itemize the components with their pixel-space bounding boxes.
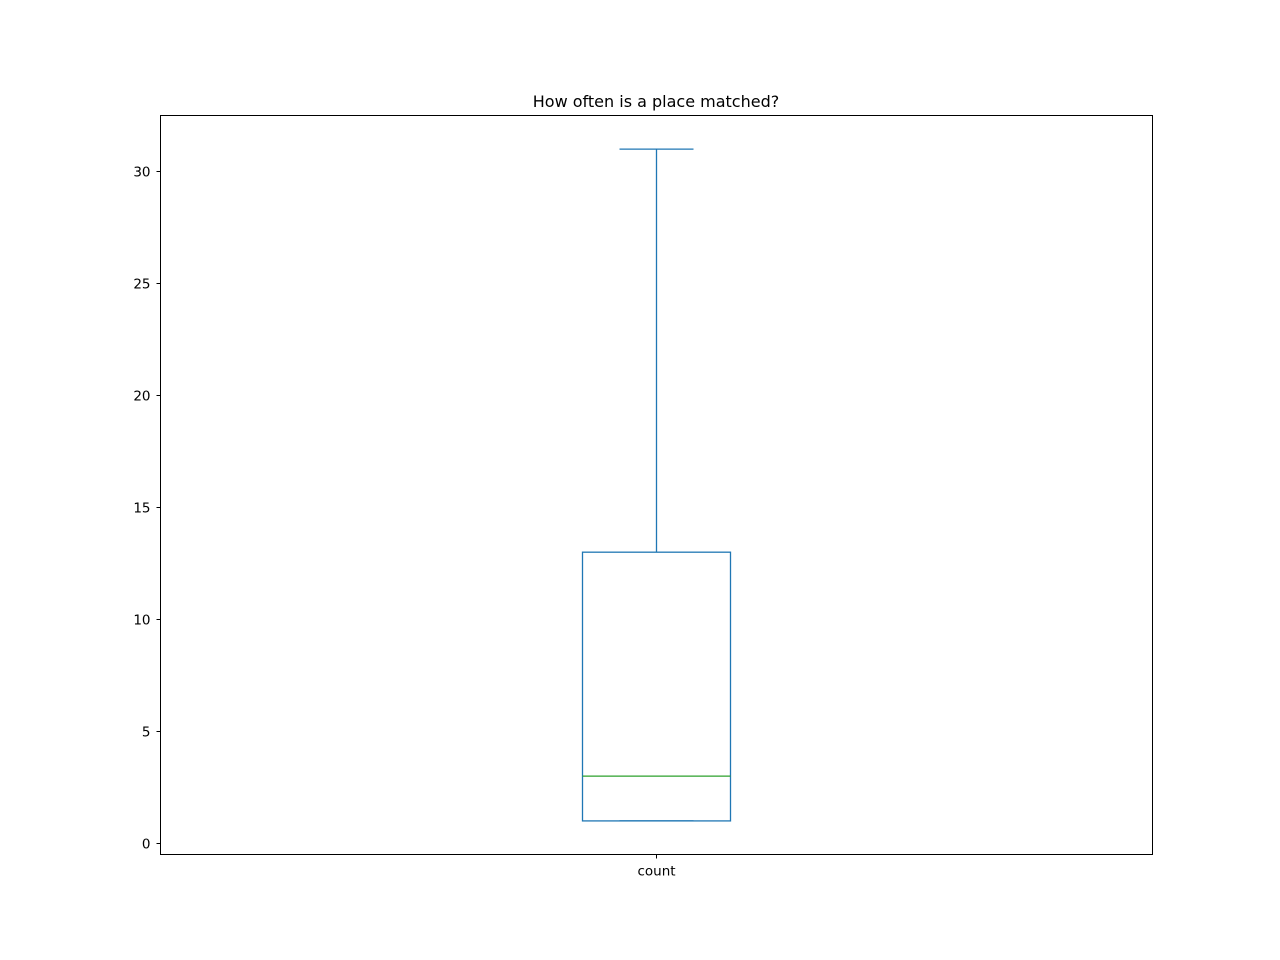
y-tick-label: 30	[133, 165, 150, 181]
box-item	[581, 148, 732, 822]
y-tick-label: 10	[133, 613, 150, 629]
chart-title: How often is a place matched?	[533, 92, 779, 111]
y-axis: 0 5 10 15 20 25 30	[133, 165, 161, 853]
y-tick-label: 5	[142, 725, 151, 741]
x-tick-label: count	[637, 864, 675, 880]
box-series	[581, 148, 732, 822]
x-axis: count	[637, 854, 676, 880]
y-tick-label: 0	[142, 837, 151, 853]
y-tick-label: 25	[133, 277, 150, 293]
interquartile-box	[581, 551, 732, 822]
y-tick-label: 15	[133, 501, 150, 517]
y-tick-label: 20	[133, 389, 150, 405]
